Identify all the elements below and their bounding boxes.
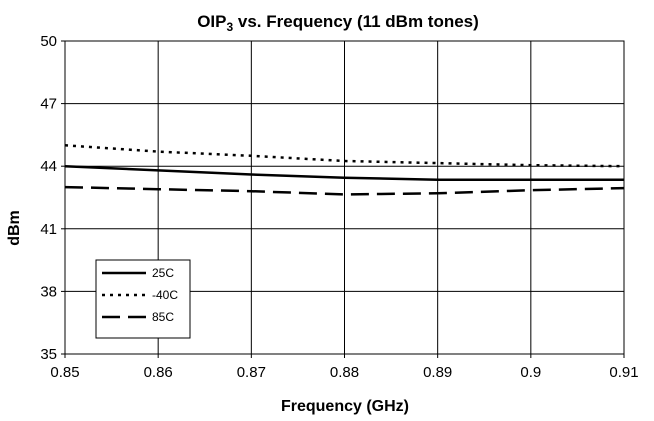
legend-label: -40C xyxy=(152,288,178,302)
y-tick-label: 41 xyxy=(40,221,57,238)
legend: 25C -40C 85C xyxy=(95,259,191,339)
chart-title-subscript: 3 xyxy=(226,20,233,34)
y-axis-title: dBm xyxy=(6,210,23,246)
series-lines xyxy=(64,144,625,196)
y-tick-label: 47 xyxy=(40,96,57,113)
chart-title: OIP3 vs. Frequency (11 dBm tones) xyxy=(197,12,479,34)
x-tick-label: 0.91 xyxy=(609,364,638,381)
chart-title-main: OIP xyxy=(197,12,226,31)
x-tick-label: 0.88 xyxy=(330,364,359,381)
series-line-1 xyxy=(64,144,625,168)
series-line-2 xyxy=(64,185,625,196)
x-tick-label: 0.89 xyxy=(423,364,452,381)
legend-label: 25C xyxy=(152,266,174,280)
x-tick-label: 0.87 xyxy=(237,364,266,381)
x-tick-label: 0.9 xyxy=(520,364,541,381)
x-tick-label: 0.86 xyxy=(144,364,173,381)
y-tick-label: 50 xyxy=(40,33,57,50)
x-tick-label: 0.85 xyxy=(50,364,79,381)
chart-title-rest: vs. Frequency (11 dBm tones) xyxy=(233,12,479,31)
legend-label: 85C xyxy=(152,310,174,324)
y-tick-label: 35 xyxy=(40,346,57,363)
x-axis-title: Frequency (GHz) xyxy=(281,398,409,415)
series-line-0 xyxy=(64,164,624,182)
y-tick-label: 38 xyxy=(40,283,57,300)
tick-labels: 0.85 0.86 0.87 0.88 0.89 0.9 0.91 35 38 41 44 47 50 xyxy=(40,33,638,381)
y-tick-label: 44 xyxy=(40,158,57,175)
